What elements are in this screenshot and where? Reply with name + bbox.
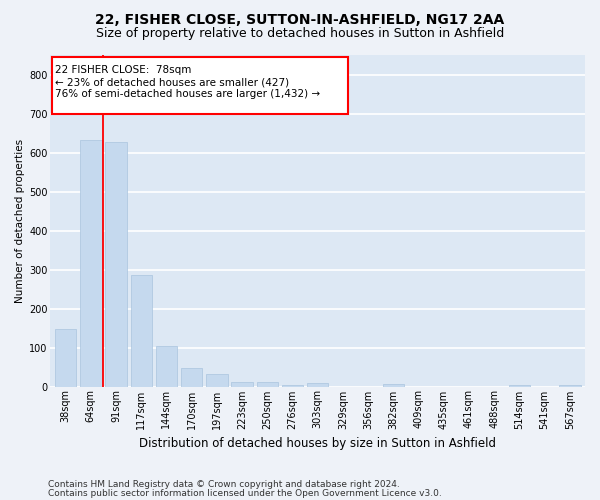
Text: Contains HM Land Registry data © Crown copyright and database right 2024.: Contains HM Land Registry data © Crown c… <box>48 480 400 489</box>
Bar <box>282 384 303 386</box>
Bar <box>105 142 127 386</box>
Bar <box>80 140 101 386</box>
Bar <box>509 384 530 386</box>
Bar <box>232 382 253 386</box>
Bar <box>206 374 227 386</box>
Text: Size of property relative to detached houses in Sutton in Ashfield: Size of property relative to detached ho… <box>96 28 504 40</box>
FancyBboxPatch shape <box>52 57 348 114</box>
Text: ← 23% of detached houses are smaller (427): ← 23% of detached houses are smaller (42… <box>55 77 290 87</box>
Text: 22 FISHER CLOSE:  78sqm: 22 FISHER CLOSE: 78sqm <box>55 65 192 75</box>
Bar <box>55 329 76 386</box>
Bar <box>156 346 177 387</box>
Bar <box>257 382 278 386</box>
Bar <box>307 384 328 386</box>
Bar <box>559 384 581 386</box>
Bar <box>383 384 404 386</box>
Text: Contains public sector information licensed under the Open Government Licence v3: Contains public sector information licen… <box>48 489 442 498</box>
Bar <box>181 368 202 386</box>
Bar <box>131 275 152 386</box>
X-axis label: Distribution of detached houses by size in Sutton in Ashfield: Distribution of detached houses by size … <box>139 437 496 450</box>
Text: 76% of semi-detached houses are larger (1,432) →: 76% of semi-detached houses are larger (… <box>55 90 320 100</box>
Text: 22, FISHER CLOSE, SUTTON-IN-ASHFIELD, NG17 2AA: 22, FISHER CLOSE, SUTTON-IN-ASHFIELD, NG… <box>95 12 505 26</box>
Y-axis label: Number of detached properties: Number of detached properties <box>15 138 25 303</box>
